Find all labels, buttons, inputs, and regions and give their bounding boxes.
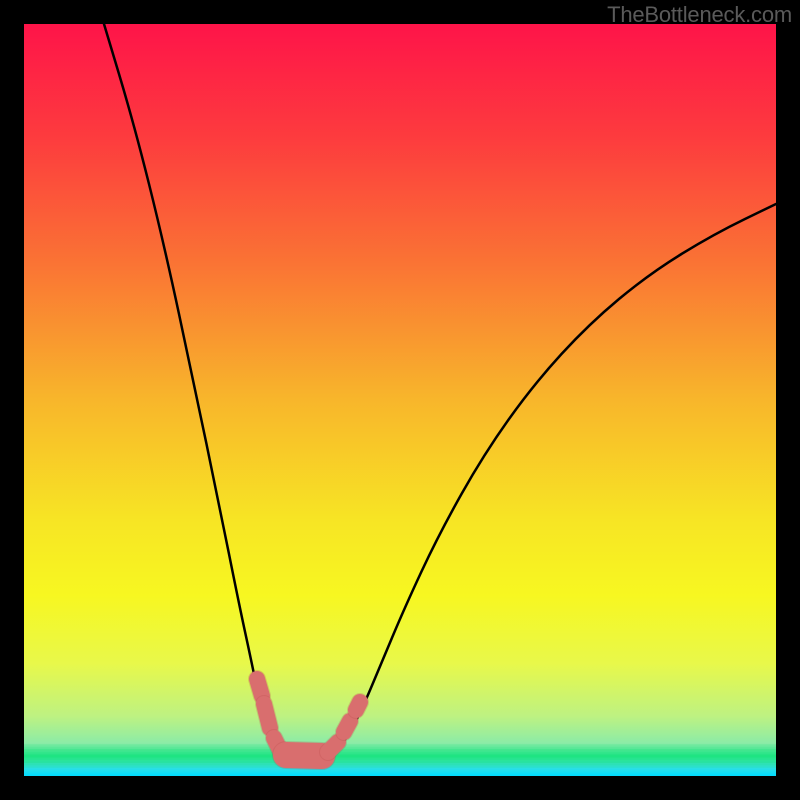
- marker-pill: [344, 721, 350, 732]
- bottleneck-chart: [24, 24, 776, 776]
- marker-pill: [328, 742, 338, 752]
- watermark-text: TheBottleneck.com: [607, 2, 792, 28]
- plot-area: [24, 24, 776, 776]
- marker-pill: [264, 704, 270, 728]
- marker-pill: [356, 702, 360, 710]
- marker-pill: [257, 679, 262, 696]
- green-band: [24, 745, 776, 767]
- marker-pill: [286, 755, 322, 756]
- outer-frame: TheBottleneck.com: [0, 0, 800, 800]
